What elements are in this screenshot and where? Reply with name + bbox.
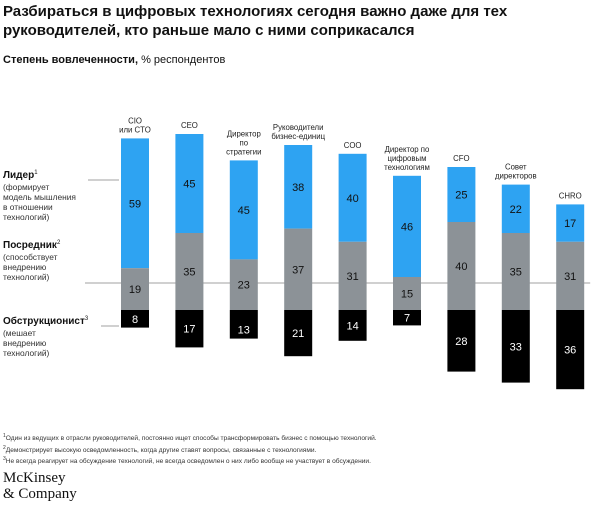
legend-description: технологий): [3, 212, 50, 222]
data-label-obstructionist: 14: [346, 320, 358, 332]
data-label-leader: 46: [401, 221, 413, 233]
bar-segment-leader: [556, 204, 585, 242]
data-label-intermediary: 19: [129, 284, 141, 296]
bar-segment-obstructionist: [501, 310, 530, 383]
legend-description: (формирует: [3, 182, 49, 192]
bar-segment-obstructionist: [175, 310, 204, 348]
category-label: Руководители: [273, 123, 324, 132]
data-label-leader: 22: [510, 204, 522, 216]
data-label-obstructionist: 36: [564, 345, 576, 357]
data-label-leader: 45: [183, 179, 195, 191]
logo-line-2: & Company: [3, 486, 77, 502]
data-label-intermediary: 37: [292, 264, 304, 276]
data-label-intermediary: 31: [346, 271, 358, 283]
bar-segment-leader: [121, 138, 149, 269]
subtitle-unit: % респондентов: [141, 54, 226, 66]
chart-title: Разбираться в цифровых технологиях сегод…: [3, 3, 508, 39]
bar-segment-obstructionist: [393, 310, 421, 326]
bar-segment-leader: [284, 145, 313, 229]
footnotes: 1Один из ведущих в отрасли руководителей…: [3, 432, 588, 467]
legend-description: в отношении: [3, 202, 53, 212]
bar-segment-intermediary: [229, 259, 258, 310]
legend-description: модель мышления: [3, 192, 76, 202]
category-label: Совет: [505, 163, 527, 172]
category-label: Директор: [227, 129, 262, 138]
category-label: или CTO: [119, 125, 151, 134]
bar-segment-intermediary: [338, 241, 367, 310]
legend-description: внедрению: [3, 262, 46, 272]
bar-segment-leader: [501, 184, 530, 233]
bar-segment-intermediary: [556, 241, 585, 310]
category-label: по: [240, 138, 249, 147]
data-label-intermediary: 15: [401, 289, 413, 301]
data-label-obstructionist: 21: [292, 328, 304, 340]
data-label-leader: 17: [564, 218, 576, 230]
legend-description: внедрению: [3, 338, 46, 348]
data-label-leader: 25: [455, 190, 467, 202]
bar-segment-obstructionist: [229, 310, 258, 339]
data-label-obstructionist: 13: [238, 325, 250, 337]
category-label: цифровым: [387, 154, 426, 163]
bar-segment-leader: [447, 167, 476, 222]
data-label-leader: 45: [238, 205, 250, 217]
legend-name: Посредник2: [3, 240, 61, 251]
category-label: стратегии: [226, 147, 261, 156]
footnote-2: 2Демонстрирует высокую осведомленность, …: [3, 444, 317, 454]
category-label: CEO: [181, 121, 198, 130]
bar-segment-intermediary: [121, 268, 149, 310]
data-label-obstructionist: 17: [183, 324, 195, 336]
footnote-1: 1Один из ведущих в отрасли руководителей…: [3, 433, 377, 443]
mckinsey-logo: McKinsey & Company: [3, 470, 77, 502]
category-label: технологиям: [384, 163, 430, 172]
data-label-obstructionist: 28: [455, 336, 467, 348]
data-label-intermediary: 35: [183, 267, 195, 279]
bar-segment-intermediary: [501, 233, 530, 310]
category-label: COO: [344, 141, 362, 150]
data-label-obstructionist: 33: [510, 341, 522, 353]
data-label-leader: 59: [129, 198, 141, 210]
data-label-leader: 38: [292, 182, 304, 194]
legend-description: (способствует: [3, 252, 58, 262]
bar-segment-leader: [393, 175, 421, 277]
bar-segment-intermediary: [284, 228, 313, 310]
chart-subtitle: Степень вовлеченности, % респондентов: [3, 54, 225, 67]
bar-segment-leader: [175, 134, 204, 233]
legend-name: Лидер1: [3, 170, 38, 181]
data-label-intermediary: 40: [455, 261, 467, 273]
bar-segment-intermediary: [447, 222, 476, 310]
data-label-intermediary: 23: [238, 280, 250, 292]
category-label: CFO: [453, 154, 469, 163]
bar-segment-intermediary: [175, 233, 204, 310]
legend-description: технологий): [3, 348, 50, 358]
category-label: бизнес-единиц: [271, 132, 325, 141]
bar-segment-leader: [338, 153, 367, 242]
subtitle-bold: Степень вовлеченности,: [3, 54, 139, 66]
legend-description: (мешает: [3, 328, 36, 338]
category-label: CHRO: [559, 191, 582, 200]
legend-name: Обструкционист3: [3, 315, 89, 327]
data-label-leader: 40: [346, 193, 358, 205]
bar-segment-obstructionist: [447, 310, 476, 372]
bar-segment-obstructionist: [556, 310, 585, 390]
data-label-intermediary: 31: [564, 271, 576, 283]
bar-segment-leader: [229, 160, 258, 260]
bar-segment-obstructionist: [284, 310, 313, 357]
category-label: Директор по: [385, 145, 430, 154]
bar-segment-obstructionist: [121, 310, 149, 328]
bar-segment-intermediary: [393, 277, 421, 310]
category-label: директоров: [495, 172, 537, 181]
data-label-intermediary: 35: [510, 267, 522, 279]
logo-line-1: McKinsey: [3, 470, 66, 486]
footnote-3: 3Не всегда реагирует на обсуждение техно…: [3, 456, 371, 466]
bar-segment-obstructionist: [338, 310, 367, 341]
category-label: CIO: [128, 116, 142, 125]
data-label-obstructionist: 7: [404, 313, 410, 325]
data-label-obstructionist: 8: [132, 314, 138, 326]
legend-description: технологий): [3, 272, 50, 282]
